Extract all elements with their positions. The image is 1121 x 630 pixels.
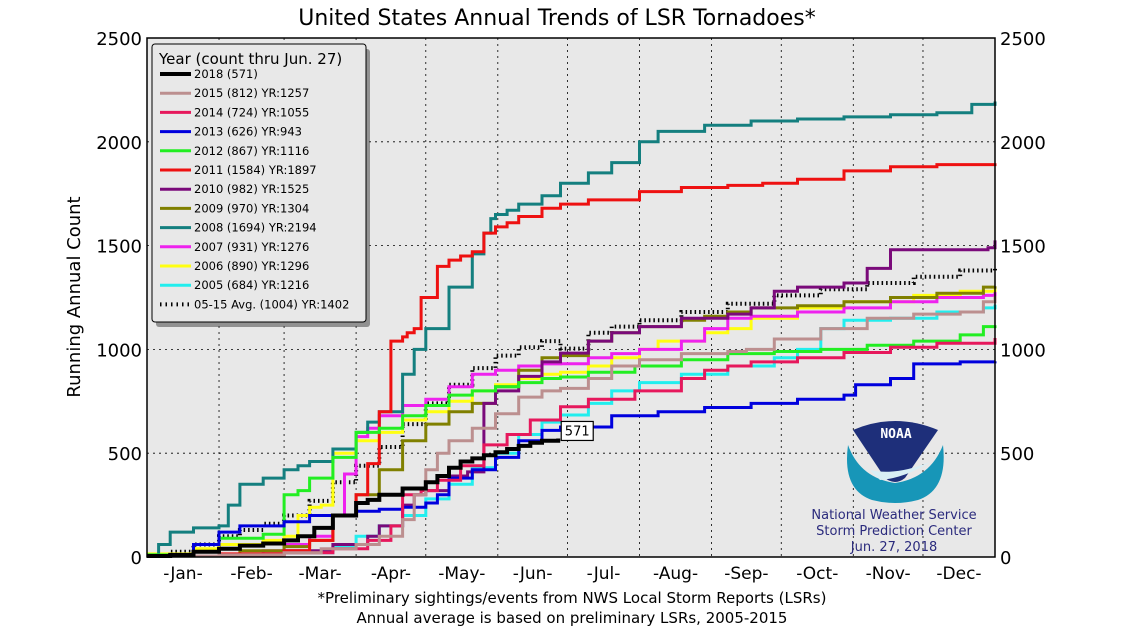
legend-label: 2018 (571) <box>194 67 258 81</box>
y-tick-label-left: 1000 <box>96 340 142 361</box>
y-tick-label-right: 1500 <box>1000 237 1046 258</box>
series-line-2014 <box>147 338 997 558</box>
legend-label: 2008 (1694) YR:2194 <box>194 221 317 235</box>
legend-label: 2011 (1584) YR:1897 <box>194 163 317 177</box>
x-tick-label: -Feb- <box>230 564 272 584</box>
series-line-2010 <box>147 240 997 558</box>
legend-item: 2012 (867) YR:1116 <box>160 144 309 158</box>
y-axis-left: 0 500 1000 1500 2000 2500 <box>96 29 142 569</box>
series-line-2015 <box>147 296 997 558</box>
series-line-2011 <box>147 163 997 558</box>
noaa-logo-text: NOAA <box>880 427 911 442</box>
x-tick-label: -Mar- <box>298 564 341 584</box>
callout-label: 571 <box>565 424 590 439</box>
x-tick-label: -Oct- <box>796 564 838 584</box>
y-tick-label-right: 2500 <box>1000 29 1046 50</box>
y-tick-label-left: 2500 <box>96 29 142 50</box>
y-tick-label-right: 500 <box>1000 444 1034 465</box>
footnote-2: Annual average is based on preliminary L… <box>357 609 788 627</box>
legend-item: 2013 (626) YR:943 <box>160 125 302 139</box>
x-axis: -Jan- -Feb- -Mar- -Apr- -May- -Jun- -Jul- -Aug-… <box>163 564 981 584</box>
noaa-logo-bottom-icon <box>847 445 944 503</box>
nws-label: National Weather Service <box>811 508 976 523</box>
callout-box <box>560 420 594 442</box>
noaa-gull-icon <box>870 462 930 480</box>
x-tick-label: -Jan- <box>163 564 202 584</box>
legend-label: 2010 (982) YR:1525 <box>194 182 309 196</box>
legend-label: 2006 (890) YR:1296 <box>194 259 309 273</box>
y-tick-label-left: 0 <box>131 548 142 569</box>
x-tick-label: -Jul- <box>587 564 621 584</box>
legend-item: 2009 (970) YR:1304 <box>160 201 309 215</box>
legend-item: 2008 (1694) YR:2194 <box>160 221 317 235</box>
legend-label: 2015 (812) YR:1257 <box>194 86 309 100</box>
series-line-2018 <box>147 438 561 558</box>
legend-item: 2014 (724) YR:1055 <box>160 105 309 119</box>
legend-label: 2009 (970) YR:1304 <box>194 201 309 215</box>
noaa-logo-top-icon <box>853 421 938 482</box>
legend-item: 05-15 Avg. (1004) YR:1402 <box>160 297 349 311</box>
current-count-callout: 571 <box>560 420 594 442</box>
legend-item: 2006 (890) YR:1296 <box>160 259 309 273</box>
legend-title: Year (count thru Jun. 27) <box>158 50 342 68</box>
legend-label: 05-15 Avg. (1004) YR:1402 <box>194 297 349 311</box>
x-tick-label: -Nov- <box>866 564 911 584</box>
series-group <box>147 101 997 558</box>
legend-item: 2011 (1584) YR:1897 <box>160 163 317 177</box>
y-tick-label-right: 0 <box>1000 548 1011 569</box>
legend-item: 2015 (812) YR:1257 <box>160 86 309 100</box>
date-label: Jun. 27, 2018 <box>850 540 937 555</box>
x-tick-label: -Aug- <box>653 564 698 584</box>
x-tick-label: -Sep- <box>724 564 768 584</box>
legend-label: 2014 (724) YR:1055 <box>194 105 309 119</box>
y-axis-label: Running Annual Count <box>64 196 85 397</box>
x-tick-label: -May- <box>438 564 485 584</box>
y-tick-label-right: 1000 <box>1000 340 1046 361</box>
legend-item: 2010 (982) YR:1525 <box>160 182 309 196</box>
legend-item: 2005 (684) YR:1216 <box>160 278 309 292</box>
x-tick-label: -Apr- <box>371 564 411 584</box>
y-tick-label-right: 2000 <box>1000 133 1046 154</box>
plot-frame <box>146 37 996 558</box>
series-line-2012 <box>147 325 997 557</box>
y-tick-label-left: 1500 <box>96 237 142 258</box>
noaa-logo: NOAA National Weather Service Storm Pred… <box>811 421 977 555</box>
footnote-1: *Preliminary sightings/events from NWS L… <box>318 589 827 607</box>
legend-label: 2007 (931) YR:1276 <box>194 240 309 254</box>
legend-label: 2005 (684) YR:1216 <box>194 278 309 292</box>
y-tick-label-left: 2000 <box>96 133 142 154</box>
legend-box <box>151 43 367 323</box>
legend-item: 2007 (931) YR:1276 <box>160 240 309 254</box>
legend-label: 2012 (867) YR:1116 <box>194 144 309 158</box>
chart-title: United States Annual Trends of LSR Torna… <box>298 6 815 31</box>
x-tick-label: -Jun- <box>513 564 553 584</box>
legend: Year (count thru Jun. 27) 2018 (571) 2015… <box>151 43 370 327</box>
y-axis-right: 0 500 1000 1500 2000 2500 <box>1000 29 1046 569</box>
series-line-2013 <box>147 360 997 558</box>
legend-item: 2018 (571) <box>160 67 258 81</box>
legend-label: 2013 (626) YR:943 <box>194 125 302 139</box>
x-tick-label: -Dec- <box>936 564 981 584</box>
spc-label: Storm Prediction Center <box>816 524 972 539</box>
y-tick-label-left: 500 <box>108 444 142 465</box>
